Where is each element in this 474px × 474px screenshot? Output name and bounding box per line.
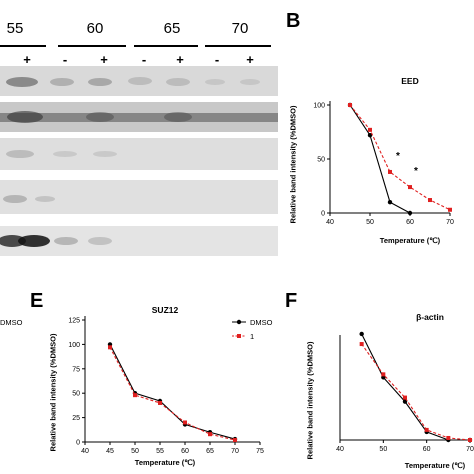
y-tick-label: 0 bbox=[76, 440, 80, 447]
series-line-0 bbox=[361, 333, 470, 441]
x-tick-label: 40 bbox=[81, 448, 89, 455]
point-compound-1 bbox=[388, 169, 392, 174]
temp-underline-65 bbox=[134, 45, 198, 47]
x-tick-label: 40 bbox=[336, 446, 344, 453]
point-dmso bbox=[359, 331, 364, 337]
point-compound-1 bbox=[133, 393, 137, 398]
blot-strip-4 bbox=[0, 180, 278, 214]
y-tick-label: 50 bbox=[72, 391, 80, 398]
legend-e-markers bbox=[232, 319, 246, 338]
point-compound-1 bbox=[348, 103, 352, 107]
point-dmso bbox=[387, 200, 393, 205]
sign-minus-65: - bbox=[141, 52, 147, 67]
blot-strip-5 bbox=[0, 226, 278, 256]
point-compound-1 bbox=[233, 438, 237, 443]
point-compound-1 bbox=[428, 198, 432, 203]
point-compound-1 bbox=[448, 207, 452, 212]
x-tick-label: 40 bbox=[326, 219, 334, 226]
chart-e: 40 45 50 55 60 65 70 75 0 25 50 75 100 125 bbox=[68, 316, 264, 455]
point-compound-1 bbox=[208, 432, 212, 437]
point-compound-1 bbox=[368, 127, 372, 132]
series-line-1 bbox=[361, 343, 471, 441]
blot-strip-1 bbox=[0, 66, 278, 96]
point-dmso bbox=[402, 399, 408, 404]
x-tick-label: 50 bbox=[366, 219, 374, 226]
y-tick-label: 75 bbox=[72, 366, 80, 373]
temp-underline-55 bbox=[0, 45, 46, 47]
point-compound-1 bbox=[108, 345, 112, 350]
chart-f-title: β-actin bbox=[416, 312, 444, 322]
y-tick-label: 25 bbox=[72, 415, 80, 422]
panel-letter-f: F bbox=[285, 290, 298, 312]
x-tick-label: 45 bbox=[106, 448, 114, 455]
temp-label-55: 55 bbox=[6, 20, 24, 37]
x-tick-label: 60 bbox=[406, 219, 414, 226]
point-compound-1 bbox=[424, 427, 429, 432]
point-dmso bbox=[367, 133, 373, 138]
panel-letter-b: B bbox=[286, 10, 301, 32]
series-line-0 bbox=[349, 104, 411, 214]
series-line-0 bbox=[109, 344, 236, 440]
blot-strip-2 bbox=[0, 102, 278, 132]
significance-asterisk: * bbox=[396, 151, 400, 162]
y-tick-label: 50 bbox=[317, 157, 325, 164]
point-compound-1 bbox=[468, 438, 472, 442]
x-tick-label: 70 bbox=[231, 448, 239, 455]
chart-e-xlabel: Temperature (℃) bbox=[134, 458, 196, 467]
temp-label-65: 65 bbox=[163, 20, 181, 37]
point-compound-1 bbox=[158, 400, 162, 405]
chart-f-xlabel: Temperature (℃) bbox=[404, 461, 466, 470]
x-tick-label: 65 bbox=[206, 448, 214, 455]
y-tick-label: 100 bbox=[68, 342, 80, 349]
y-tick-label: 100 bbox=[313, 103, 325, 110]
chart-b-ylabel: Relative band intensity (%DMSO) bbox=[288, 105, 298, 224]
x-tick-label: 70 bbox=[466, 446, 474, 453]
chart-b-xlabel: Temperature (℃) bbox=[379, 236, 441, 245]
temp-label-60: 60 bbox=[86, 20, 104, 37]
point-compound-1 bbox=[446, 435, 451, 440]
legend-e-dmso: DMSO bbox=[250, 318, 273, 327]
x-tick-label: 75 bbox=[256, 448, 264, 455]
sign-plus-65: + bbox=[176, 52, 184, 67]
x-tick-label: 70 bbox=[446, 219, 454, 226]
significance-asterisk: * bbox=[414, 166, 418, 177]
panel-letter-e: E bbox=[30, 290, 44, 312]
sign-plus-70: + bbox=[246, 52, 254, 67]
temp-underline-60 bbox=[58, 45, 126, 47]
blot-strip-3 bbox=[0, 138, 278, 170]
temp-label-70: 70 bbox=[231, 20, 249, 37]
sign-minus-60: - bbox=[62, 52, 68, 67]
chart-b-title: EED bbox=[401, 76, 419, 86]
point-compound-1 bbox=[359, 342, 364, 347]
chart-e-title: SUZ12 bbox=[151, 305, 179, 315]
x-tick-label: 50 bbox=[131, 448, 139, 455]
chart-b: 40 50 60 70 0 50 100 * * bbox=[313, 101, 454, 226]
series-line-1 bbox=[109, 347, 236, 441]
point-compound-1 bbox=[408, 185, 412, 190]
x-tick-label: 50 bbox=[379, 446, 387, 453]
point-compound-1 bbox=[381, 372, 386, 377]
sign-minus-70: - bbox=[214, 52, 220, 67]
chart-f: 40 50 60 70 bbox=[336, 331, 474, 453]
point-compound-1 bbox=[183, 420, 187, 425]
y-tick-label: 125 bbox=[68, 318, 80, 325]
sign-plus-55: + bbox=[23, 52, 31, 67]
point-dmso bbox=[407, 210, 413, 216]
y-tick-label: 0 bbox=[321, 211, 325, 218]
x-tick-label: 60 bbox=[181, 448, 189, 455]
series-line-1 bbox=[349, 104, 451, 211]
x-tick-label: 60 bbox=[423, 446, 431, 453]
x-tick-label: 55 bbox=[156, 448, 164, 455]
temp-underline-70 bbox=[205, 45, 271, 47]
legend-e-one: 1 bbox=[250, 332, 255, 341]
partial-legend-dmso: DMSO bbox=[0, 318, 23, 327]
chart-f-ylabel: Relative band intensity (%DMSO) bbox=[305, 341, 315, 460]
sign-plus-60: + bbox=[100, 52, 108, 67]
point-compound-1 bbox=[403, 395, 407, 400]
